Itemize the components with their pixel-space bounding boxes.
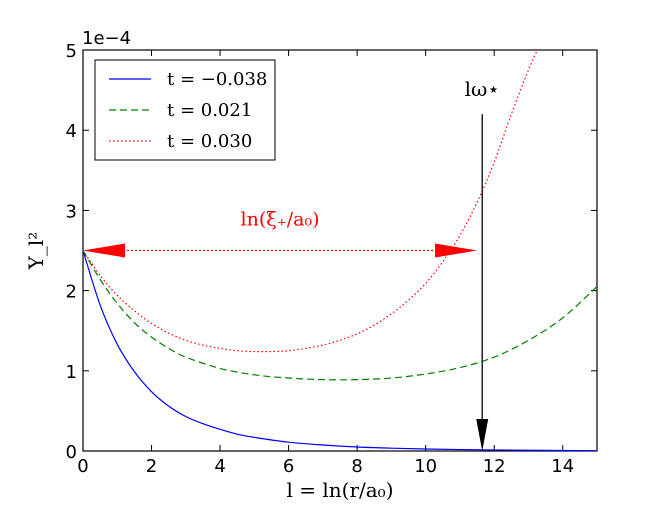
x-axis-label: l = ln(r/a₀) <box>287 478 394 502</box>
series-line-1 <box>82 250 598 381</box>
legend-label-1: t = 0.021 <box>167 100 252 121</box>
y-tick-label: 1 <box>66 362 77 383</box>
legend-label-2: t = 0.030 <box>167 131 252 152</box>
y-axis-scale-label: 1e−4 <box>82 28 131 49</box>
x-tick-label: 0 <box>77 456 88 477</box>
y-tick-label: 0 <box>66 442 77 463</box>
x-tick-label: 10 <box>414 456 437 477</box>
series-line-0 <box>82 250 598 452</box>
legend: t = −0.038 t = 0.021 t = 0.030 <box>94 59 276 161</box>
y-tick-label: 2 <box>66 282 77 303</box>
x-tick-label: 6 <box>283 456 294 477</box>
x-tick-label: 8 <box>351 456 362 477</box>
y-tick-label: 3 <box>66 201 77 222</box>
series-line-2 <box>82 49 538 353</box>
y-axis-label: Y_l² <box>24 232 48 271</box>
lw-arrow-head <box>476 419 489 451</box>
legend-label-0: t = −0.038 <box>167 69 267 90</box>
x-tick-label: 14 <box>551 456 574 477</box>
xi-annotation-label: ln(ξ₊/a₀) <box>241 209 320 231</box>
annotation-layer: ln(ξ₊/a₀) lω⋆ <box>83 77 500 451</box>
x-tick-label: 12 <box>483 456 506 477</box>
x-tick-label: 4 <box>214 456 225 477</box>
lw-annotation-label: lω⋆ <box>465 77 500 101</box>
y-tick-label: 5 <box>66 41 77 62</box>
x-tick-label: 2 <box>146 456 157 477</box>
y-tick-label: 4 <box>66 121 77 142</box>
xi-arrow-head-right <box>435 243 478 258</box>
xi-arrow-head-left <box>83 243 125 258</box>
series-layer <box>82 49 598 452</box>
